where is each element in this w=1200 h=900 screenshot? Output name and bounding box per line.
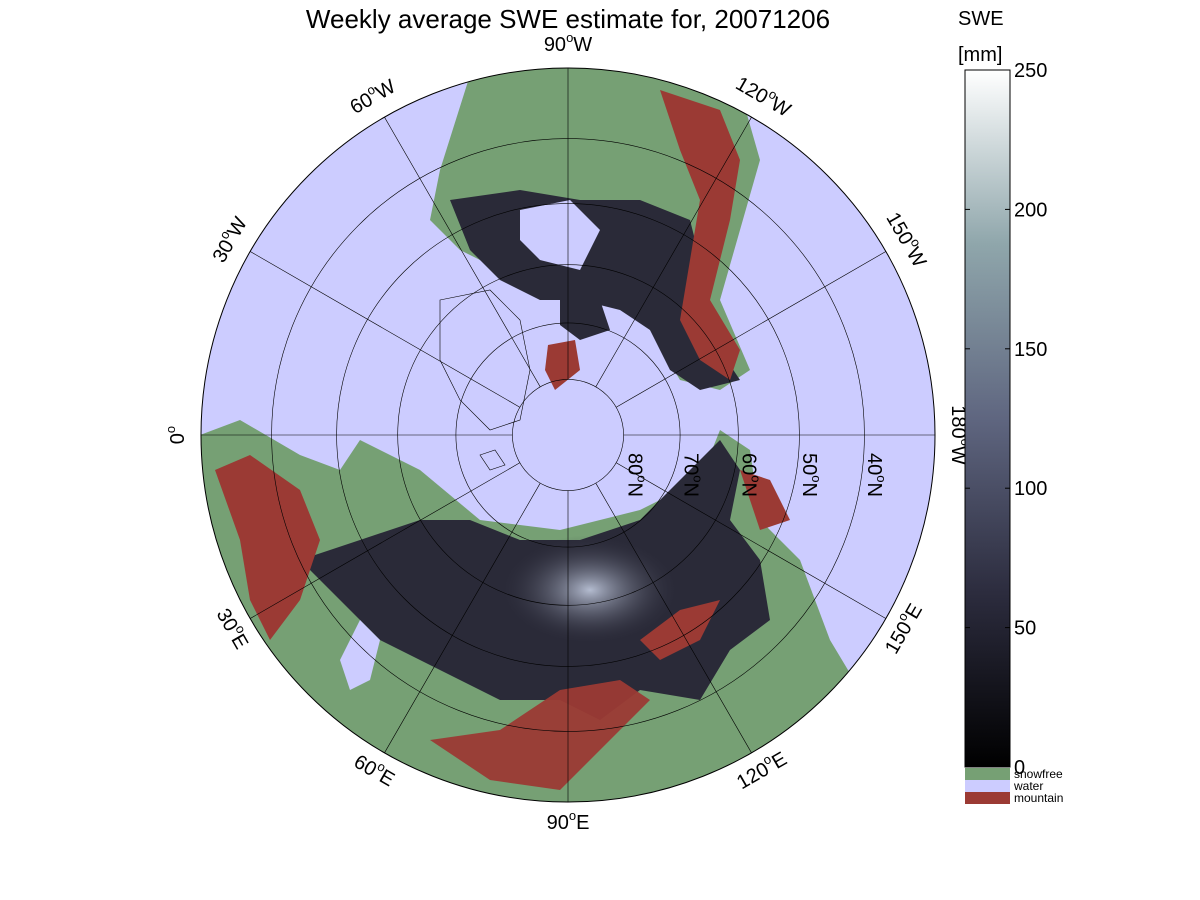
category-swatch-mountain: [965, 792, 1010, 804]
longitude-line: [384, 117, 541, 387]
colorbar-tick-label: 250: [1014, 60, 1047, 82]
rockies-mountain: [660, 90, 740, 380]
latitude-label: 50oN: [798, 453, 824, 497]
category-label-water: water: [1013, 779, 1043, 793]
longitude-label: 90oE: [547, 808, 590, 834]
longitude-line: [616, 462, 886, 619]
latitude-label: 40oN: [863, 453, 889, 497]
eurasia-mountain: [430, 680, 650, 790]
longitude-line: [384, 483, 541, 753]
colorbar-label-line2: [mm]: [958, 44, 1002, 66]
longitude-line: [250, 462, 520, 619]
category-swatch-snowfree: [965, 768, 1010, 780]
colorbar-tick-label: 100: [1014, 478, 1047, 500]
category-swatch-water: [965, 780, 1010, 792]
longitude-label: 0o: [163, 426, 189, 444]
map-border: [200, 67, 936, 803]
longitude-line: [595, 483, 752, 753]
longitude-label: 60oW: [345, 72, 400, 119]
siberia-deep-snow: [500, 535, 680, 645]
arctic-islands: [560, 300, 610, 340]
longitude-label: 30oW: [206, 212, 253, 267]
latitude-label: 60oN: [737, 453, 763, 497]
colorbar-label-line1: SWE: [958, 8, 1004, 30]
scandinavia-mountain: [215, 455, 320, 640]
latitude-labels: 80oN 70oN 60oN 50oN 40oN: [623, 453, 888, 497]
svalbard: [479, 449, 506, 471]
greenland-mountain: [545, 340, 580, 390]
longitude-label: 180oW: [947, 405, 973, 465]
hudson-bay-water: [520, 200, 600, 270]
colorbar-gradient: [964, 69, 1011, 768]
colorbar-tick-label: 0: [1014, 757, 1025, 779]
category-label-mountain: mountain: [1014, 791, 1063, 805]
latitude-label: 80oN: [623, 453, 649, 497]
polar-map: [201, 68, 935, 802]
colorbar-tick-label: 200: [1014, 199, 1047, 221]
colorbar: SWE [mm] 0 50 100 150 200 250 snowfreewatermo…: [958, 8, 1063, 805]
longitude-line: [595, 117, 752, 387]
latitude-label: 70oN: [679, 453, 705, 497]
colorbar-ticks: 0 50 100 150 200 250: [965, 60, 1047, 779]
map-title: Weekly average SWE estimate for, 2007120…: [306, 4, 830, 34]
colorbar-tick-label: 50: [1014, 618, 1036, 640]
longitude-line: [250, 251, 520, 408]
caspian-water: [340, 620, 380, 690]
longitude-line: [616, 251, 886, 408]
kamchatka-mountain: [740, 470, 790, 530]
graticule: [201, 68, 935, 802]
colorbar-tick-label: 150: [1014, 339, 1047, 361]
east-asia-mountain: [640, 600, 720, 660]
category-label-snowfree: snowfree: [1014, 767, 1063, 781]
longitude-label: 90oW: [544, 30, 592, 56]
